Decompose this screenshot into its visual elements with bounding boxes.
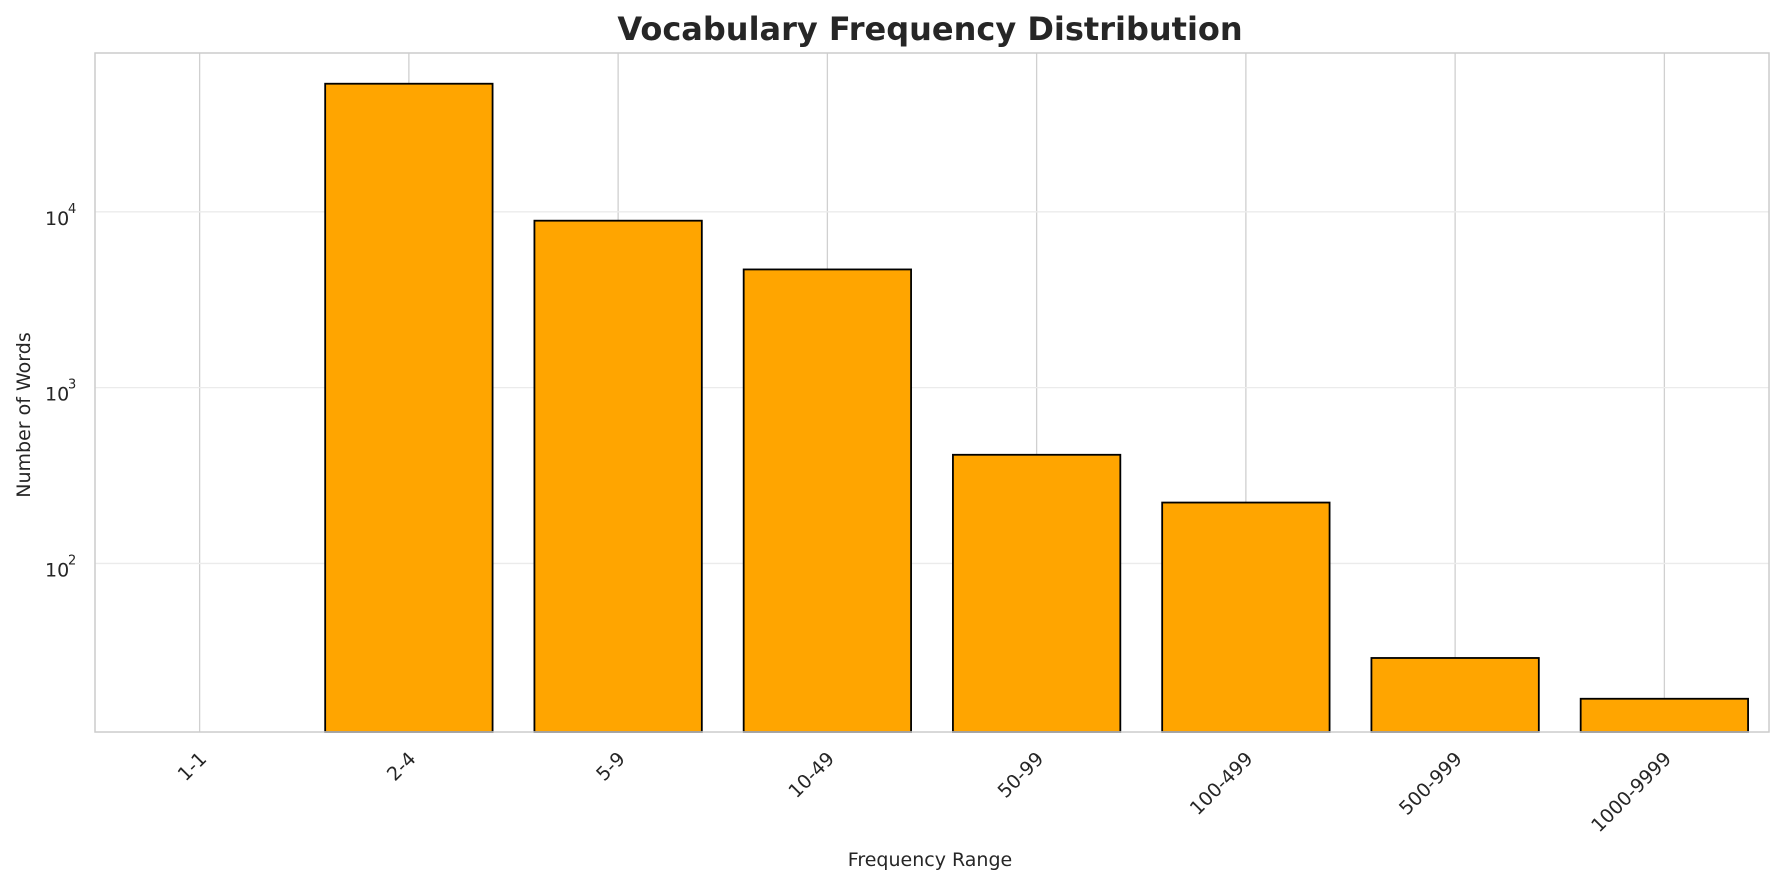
bar-1000-9999 xyxy=(1579,697,1749,733)
bar-100-499 xyxy=(1161,501,1331,733)
y-tick-label: 103 xyxy=(45,378,76,406)
y-tick-exponent: 3 xyxy=(68,378,76,393)
y-tick-base: 10 xyxy=(45,384,69,406)
bar-2-4 xyxy=(324,82,494,733)
plot-frame xyxy=(94,52,1770,733)
bars xyxy=(324,82,1749,733)
y-tick-label: 104 xyxy=(45,202,76,230)
x-axis-label: Frequency Range xyxy=(848,849,1012,871)
y-tick-exponent: 4 xyxy=(68,202,76,217)
y-tick-exponent: 2 xyxy=(68,553,76,568)
y-tick-base: 10 xyxy=(45,208,69,230)
bar-10-49 xyxy=(742,268,912,733)
y-tick-base: 10 xyxy=(45,559,69,581)
bar-500-999 xyxy=(1370,657,1540,733)
y-axis-label: Number of Words xyxy=(13,332,35,497)
y-tick-label: 102 xyxy=(45,553,76,581)
chart-title: Vocabulary Frequency Distribution xyxy=(617,10,1242,48)
bar-5-9 xyxy=(533,219,703,733)
bar-50-99 xyxy=(952,453,1122,733)
